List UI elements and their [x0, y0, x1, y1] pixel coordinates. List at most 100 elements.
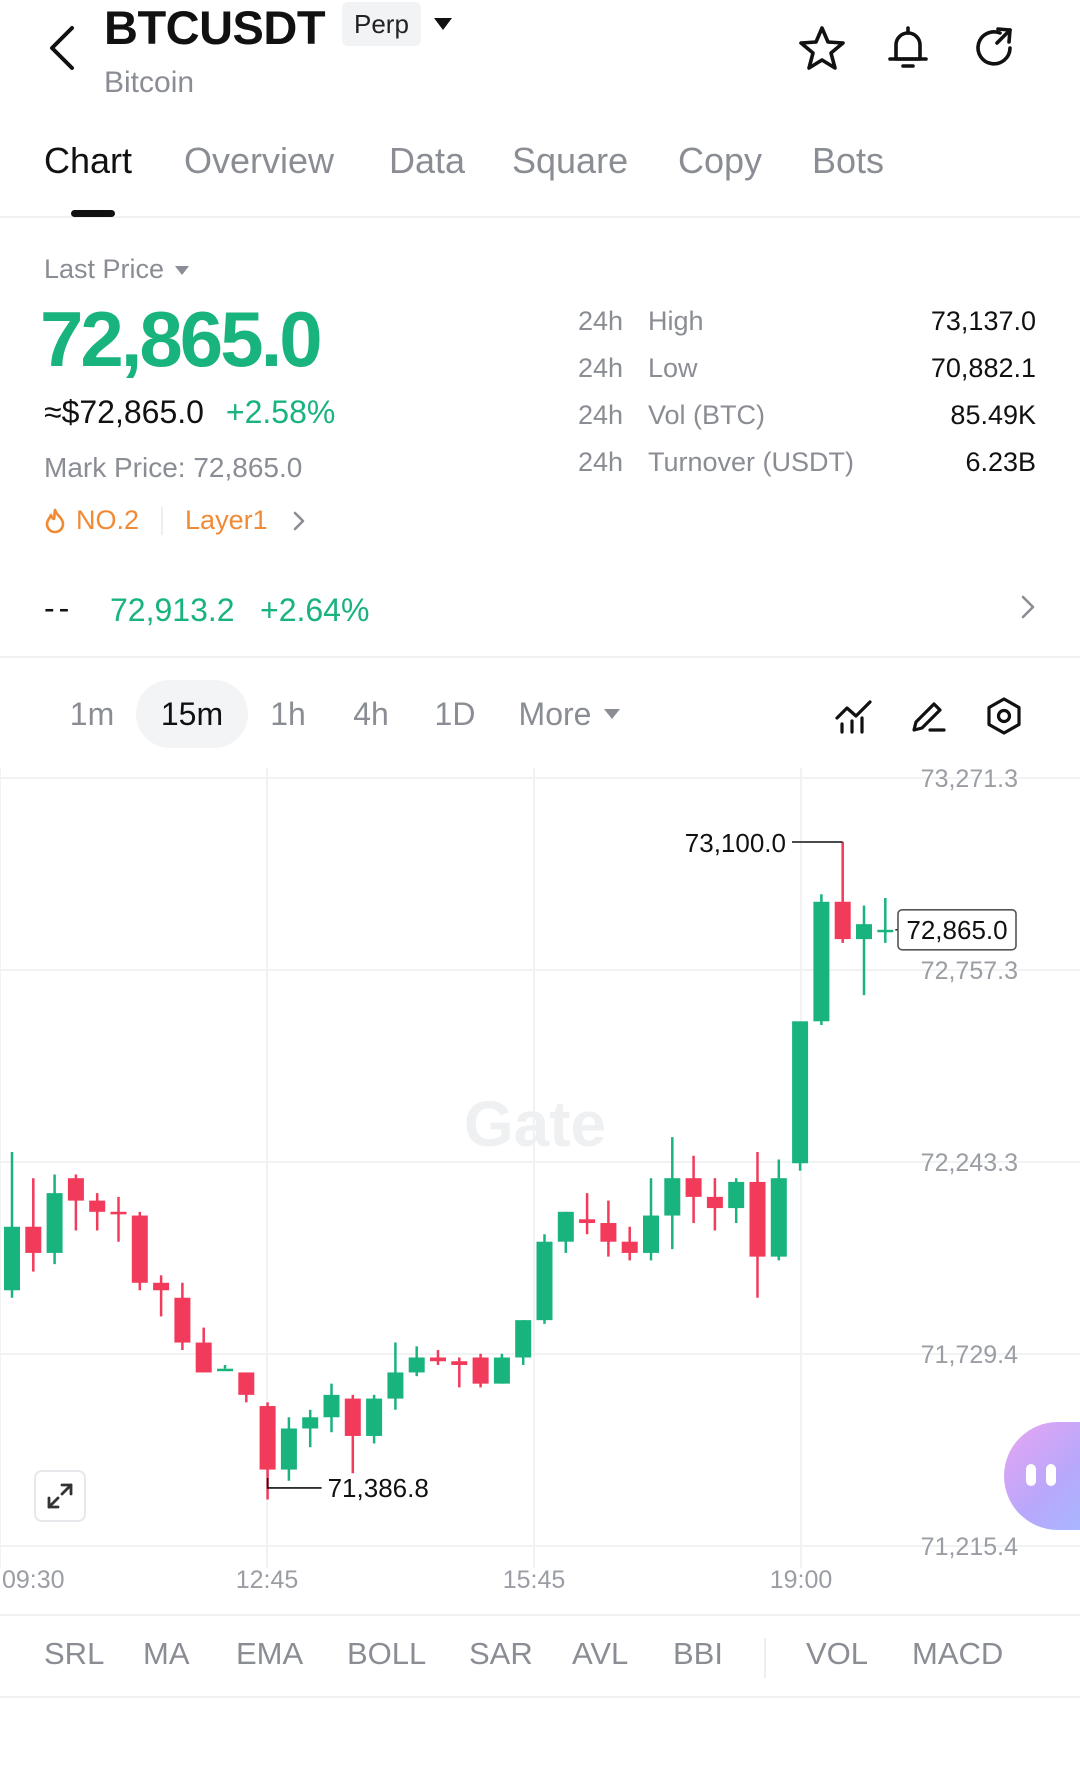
interval-more-button[interactable]: More: [512, 680, 628, 748]
stat-name: High: [648, 306, 704, 336]
stat-period: 24h: [578, 400, 624, 430]
candle-body: [259, 1406, 276, 1470]
tags-row[interactable]: NO.2 Layer1: [44, 505, 306, 536]
symbol-name: Bitcoin: [104, 66, 195, 99]
indicator-sar[interactable]: SAR: [469, 1636, 533, 1671]
low-marker-label: 71,386.8: [328, 1473, 429, 1503]
stat-low: 24h Low 70,882.1: [578, 353, 1036, 400]
candle-body: [387, 1372, 404, 1399]
candle-body: [153, 1282, 170, 1291]
candle-body: [557, 1211, 574, 1242]
indicator-ema[interactable]: EMA: [236, 1636, 304, 1671]
stat-name: Low: [648, 353, 698, 383]
indicator-boll[interactable]: BOLL: [347, 1636, 427, 1671]
stat-value: 6.23B: [965, 447, 1036, 477]
last-price-selector[interactable]: Last Price: [44, 254, 190, 285]
tab-overview[interactable]: Overview: [184, 140, 335, 181]
indicator-icon: [835, 700, 872, 734]
candle-body: [749, 1181, 766, 1257]
last-price-value: 72,865.0: [40, 295, 323, 383]
caret-down-icon: [604, 709, 621, 719]
last-price-label: Last Price: [44, 254, 165, 284]
caret-down-icon: [434, 18, 452, 30]
usd-price-line: ≈$72,865.0 +2.58%: [44, 394, 335, 431]
usd-value: ≈$72,865.0: [44, 394, 204, 430]
category-tag: Layer1: [185, 505, 268, 535]
share-button[interactable]: [968, 22, 1020, 74]
draw-button[interactable]: [906, 694, 950, 738]
candle-body: [25, 1226, 42, 1253]
watermark-text: Gate: [464, 1088, 606, 1160]
symbol-switch-button[interactable]: [432, 16, 454, 37]
interval-4h[interactable]: 4h: [353, 695, 389, 732]
interval-1m[interactable]: 1m: [69, 695, 115, 732]
candle-body: [195, 1342, 212, 1373]
tab-bots[interactable]: Bots: [812, 140, 885, 181]
candle-body: [792, 1021, 809, 1164]
candle-body: [67, 1178, 84, 1201]
tab-square[interactable]: Square: [512, 140, 629, 181]
interval-1h[interactable]: 1h: [270, 695, 306, 732]
mark-price: Mark Price: 72,865.0: [44, 452, 303, 483]
stat-volume: 24h Vol (BTC) 85.49K: [578, 400, 1036, 447]
candle-body: [323, 1394, 340, 1418]
caret-down-icon: [175, 265, 190, 275]
tab-copy[interactable]: Copy: [678, 140, 763, 181]
indicator-vol[interactable]: VOL: [806, 1636, 869, 1671]
indicator-bar: SRL MA EMA BOLL SAR AVL BBI VOL MACD: [0, 1614, 1080, 1698]
indicator-macd[interactable]: MACD: [912, 1636, 1004, 1671]
y-axis-label: 73,271.3: [921, 768, 1018, 793]
indicator-bbi[interactable]: BBI: [673, 1636, 723, 1671]
y-axis-label: 71,729.4: [921, 1341, 1018, 1369]
assistant-eye-icon: [1046, 1464, 1056, 1486]
contract-type-badge: Perp: [342, 2, 421, 46]
candle-body: [664, 1178, 681, 1216]
candle-body: [856, 924, 872, 940]
chevron-right-icon: [293, 511, 304, 530]
candle-body: [238, 1372, 255, 1395]
candle-body: [685, 1178, 702, 1197]
candle-body: [770, 1178, 787, 1257]
candle-body: [472, 1357, 489, 1384]
candle-body: [408, 1357, 425, 1373]
candle-body: [110, 1211, 127, 1215]
reference-placeholder: --: [44, 590, 74, 626]
tab-chart[interactable]: Chart: [44, 140, 133, 181]
candle-body: [579, 1219, 596, 1224]
reference-price-row[interactable]: -- 72,913.2 +2.64%: [0, 580, 1080, 658]
candle-body: [877, 929, 894, 933]
candle-body: [493, 1357, 510, 1384]
interval-15m[interactable]: 15m: [136, 680, 248, 748]
candle-body: [600, 1223, 617, 1242]
fullscreen-button[interactable]: [34, 1470, 86, 1522]
x-axis-label: 09:30: [2, 1566, 65, 1594]
back-button[interactable]: [40, 22, 84, 74]
reference-change: +2.64%: [260, 592, 370, 628]
refresh-share-icon: [976, 27, 1012, 66]
stat-period: 24h: [578, 353, 624, 383]
indicator-avl[interactable]: AVL: [572, 1636, 629, 1671]
stat-name: Vol (BTC): [648, 400, 766, 430]
candle-body: [217, 1368, 233, 1372]
indicator-button[interactable]: [832, 694, 876, 738]
tab-data[interactable]: Data: [389, 140, 466, 181]
stat-period: 24h: [578, 447, 624, 477]
candle-body: [515, 1320, 532, 1358]
settings-hex-icon: [987, 697, 1021, 735]
candle-body: [813, 901, 830, 1022]
candle-body: [536, 1241, 553, 1321]
reference-price: 72,913.2: [110, 592, 235, 628]
candle-body: [4, 1226, 20, 1291]
indicator-srl[interactable]: SRL: [44, 1636, 105, 1671]
interval-1d[interactable]: 1D: [434, 695, 476, 732]
chart-settings-button[interactable]: [982, 694, 1026, 738]
favorite-button[interactable]: [796, 22, 848, 74]
fire-icon: [45, 508, 65, 533]
candle-body: [621, 1241, 638, 1253]
candle-body: [366, 1398, 383, 1436]
candle-body: [834, 901, 851, 940]
alert-button[interactable]: [882, 22, 934, 74]
indicator-ma[interactable]: MA: [143, 1636, 190, 1671]
candlestick-chart[interactable]: Gate 73,100.0 71,386.8 72,865.0 73,271.3 72,7…: [0, 768, 1080, 1608]
stat-value: 70,882.1: [930, 353, 1036, 383]
